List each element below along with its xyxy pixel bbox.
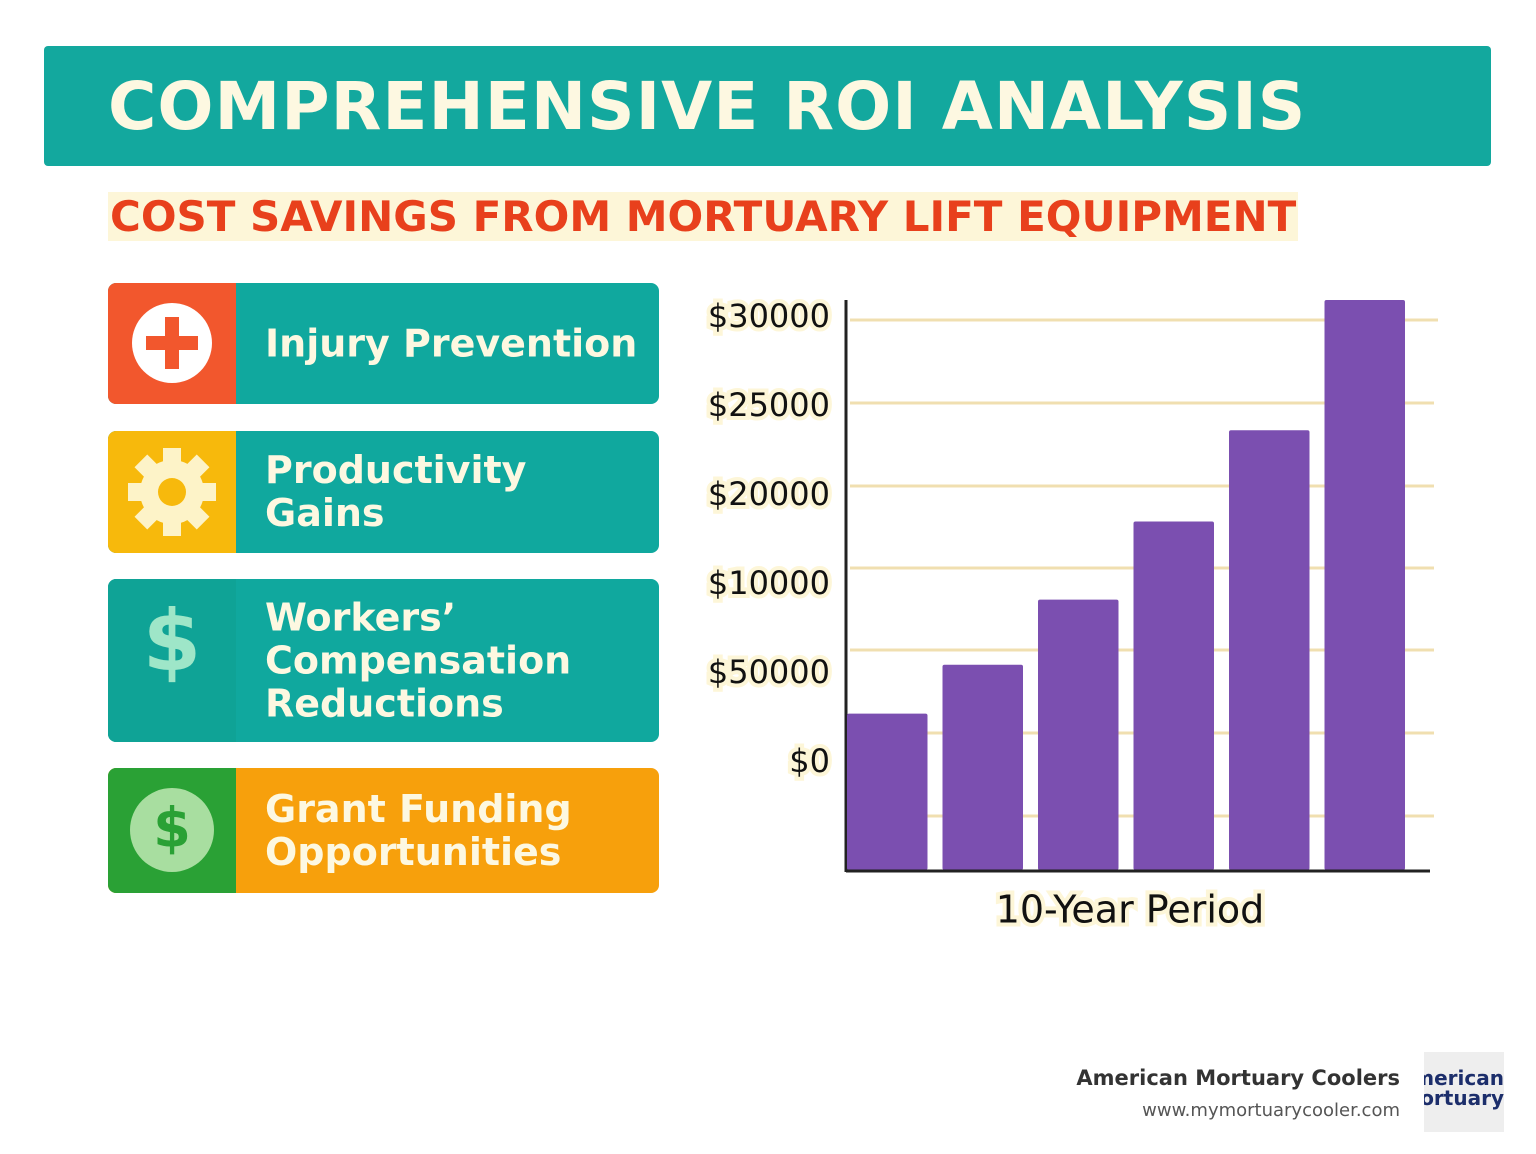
card: $ Workers’ Compensation Reductions <box>108 579 659 742</box>
card-label: Workers’ Compensation Reductions <box>265 595 572 725</box>
y-label: $50000 <box>708 653 830 691</box>
bar <box>942 664 1023 870</box>
card: Productivity Gains <box>108 431 659 553</box>
y-label: $30000 <box>708 297 830 335</box>
card-label: Productivity Gains <box>265 448 527 535</box>
card: $ Grant Funding Opportunities <box>108 768 659 893</box>
y-label: $20000 <box>708 475 830 513</box>
y-label: $10000 <box>708 564 830 602</box>
subtitle: COST SAVINGS FROM MORTUARY LIFT EQUIPMEN… <box>108 192 1299 241</box>
bar <box>1324 300 1405 870</box>
card-label: Injury Prevention <box>265 321 638 365</box>
title: COMPREHENSIVE ROI ANALYSIS <box>108 68 1307 145</box>
footer-url: www.mymortuarycooler.com <box>1142 1100 1400 1121</box>
header-banner: COMPREHENSIVE ROI ANALYSIS <box>44 46 1491 166</box>
bar <box>1133 521 1214 870</box>
x-axis-label: 10-Year Period <box>996 888 1265 932</box>
icon <box>132 303 212 383</box>
card: Injury Prevention <box>108 283 659 404</box>
footer-company: American Mortuary Coolers <box>1076 1066 1400 1090</box>
logo: merican ortuary <box>1424 1052 1504 1132</box>
bar <box>847 713 928 870</box>
bar <box>1229 430 1310 870</box>
svg-text:$: $ <box>143 592 201 690</box>
icon <box>128 448 216 536</box>
svg-text:$: $ <box>153 797 191 860</box>
icon: $ <box>130 788 214 872</box>
logo-text: ortuary <box>1424 1086 1504 1110</box>
logo-text: merican <box>1424 1066 1504 1090</box>
card-label: Grant Funding Opportunities <box>265 786 572 874</box>
bar <box>1038 599 1119 870</box>
y-label: $25000 <box>708 386 830 424</box>
icon: $ <box>143 592 201 690</box>
y-label: $0 <box>789 742 830 780</box>
